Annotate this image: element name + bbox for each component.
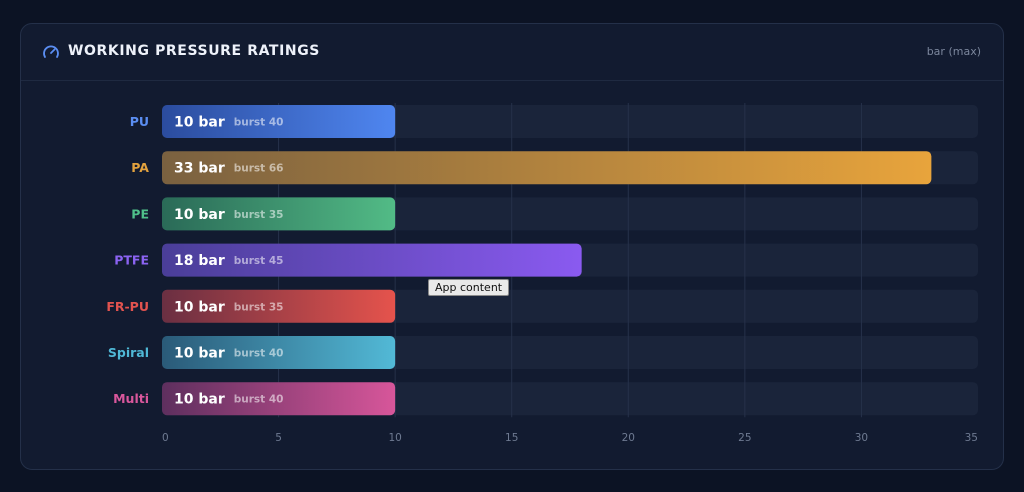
bar-layer: PU 10 bar burst 40 PA 33 bar burst 66 PE 10 bar… [106,105,932,416]
x-tick-label: 20 [622,432,635,444]
category-label: PA [131,160,149,175]
value-label: 10 bar [174,115,225,131]
value-label: 10 bar [174,346,225,362]
burst-label: burst 35 [234,209,284,221]
category-label: PE [131,206,149,221]
burst-label: burst 40 [234,117,284,129]
burst-label: burst 45 [234,255,284,267]
value-label: 33 bar [174,161,225,177]
bar-multi[interactable] [162,382,396,416]
bar-spiral[interactable] [162,336,396,369]
category-label: Spiral [108,345,149,360]
value-label: 18 bar [174,253,225,269]
category-label: PU [130,114,149,129]
x-tick-label: 30 [855,432,868,444]
x-tick-label: 15 [505,432,518,444]
category-label: FR-PU [106,299,149,314]
category-label: PTFE [114,253,149,268]
tick-layer: 0 5 10 15 20 25 30 35 [162,432,978,444]
burst-label: burst 35 [234,301,284,313]
tooltip: App content [428,279,510,296]
bar-pa[interactable] [162,151,932,185]
gauge-icon [43,45,59,58]
value-label: 10 bar [174,392,225,408]
x-tick-label: 10 [388,432,401,444]
bar-pu[interactable] [162,105,396,138]
value-label: 10 bar [174,299,225,315]
burst-label: burst 40 [234,348,284,360]
bar-ptfe[interactable] [162,243,582,277]
card-header: WORKING PRESSURE RATINGS bar (max) [21,24,1003,81]
value-label: 10 bar [174,207,225,223]
category-label: Multi [113,391,149,406]
x-tick-label: 5 [275,432,282,444]
chart-title: WORKING PRESSURE RATINGS [68,43,320,59]
burst-label: burst 66 [234,163,284,175]
x-tick-label: 35 [965,432,978,444]
bar-fr-pu[interactable] [162,289,396,323]
x-tick-label: 0 [162,432,169,444]
unit-label: bar (max) [926,45,981,58]
burst-label: burst 40 [234,394,284,406]
bar-pe[interactable] [162,197,396,231]
x-tick-label: 25 [738,432,751,444]
